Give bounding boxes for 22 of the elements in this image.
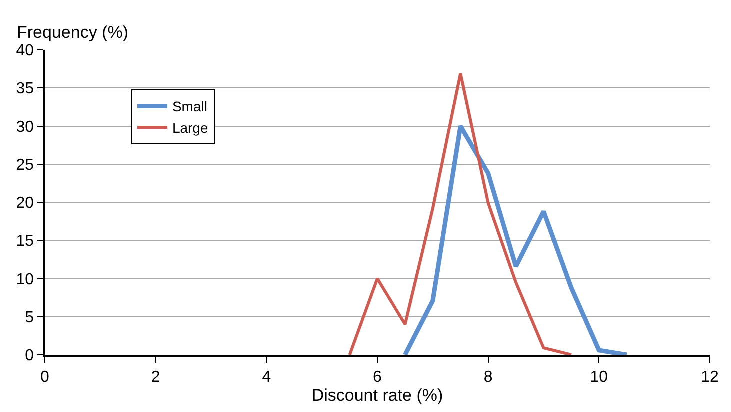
- x-tick-label: 12: [701, 368, 719, 386]
- y-tick-label: 0: [25, 348, 34, 365]
- y-tick-label: 25: [16, 156, 34, 174]
- y-tick-label: 20: [16, 195, 34, 212]
- x-tick-label: 8: [484, 368, 493, 386]
- line-series: [402, 124, 630, 355]
- legend-label: Large: [172, 120, 208, 136]
- x-tick-label: 4: [262, 368, 272, 386]
- legend-label: Small: [172, 98, 208, 115]
- x-tick-label: 6: [373, 368, 382, 386]
- y-tick-label: 35: [16, 80, 34, 98]
- x-axis-title: Discount rate (%): [312, 386, 444, 405]
- y-tick-label: 15: [16, 233, 34, 250]
- y-tick-label: 5: [25, 309, 34, 326]
- x-tick-label: 10: [590, 368, 608, 386]
- x-tick-label: 2: [151, 368, 160, 386]
- line-series: [348, 72, 573, 355]
- y-tick-label: 10: [16, 271, 34, 288]
- y-axis-title: Frequency (%): [17, 23, 128, 42]
- y-tick-label: 30: [16, 118, 34, 136]
- y-tick-label: 40: [16, 42, 34, 60]
- x-tick-label: 0: [40, 368, 50, 386]
